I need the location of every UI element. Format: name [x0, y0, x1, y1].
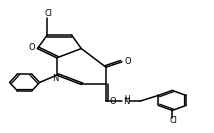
Text: N: N — [52, 74, 59, 83]
Text: O: O — [28, 43, 35, 52]
Text: Cl: Cl — [44, 9, 52, 18]
Text: N: N — [123, 97, 129, 106]
Text: O: O — [110, 97, 116, 106]
Text: O: O — [125, 57, 131, 66]
Text: H: H — [125, 95, 130, 104]
Text: Cl: Cl — [169, 116, 177, 125]
